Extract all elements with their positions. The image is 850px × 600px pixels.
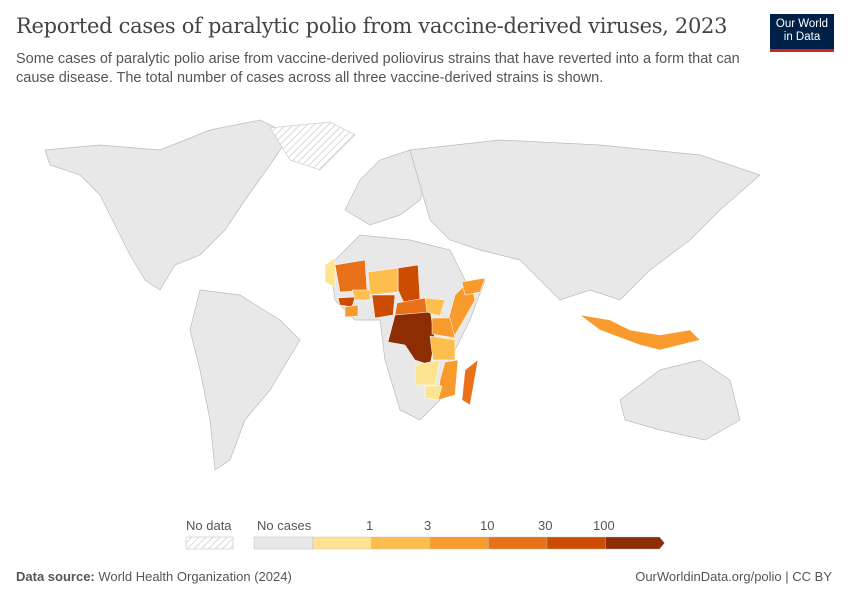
region-yemen[interactable] — [461, 277, 486, 296]
legend-tick: 1 — [366, 518, 374, 533]
legend-tick: 30 — [538, 518, 553, 533]
region-democratic-republic-of-congo[interactable] — [387, 309, 436, 366]
legend-no-data-swatch — [185, 536, 234, 550]
legend-tick: 3 — [424, 518, 432, 533]
region-niger[interactable] — [367, 267, 399, 296]
region-zambia[interactable] — [414, 359, 441, 386]
australia — [619, 359, 741, 441]
legend-tick: 10 — [480, 518, 495, 533]
data-source: Data source: World Health Organization (… — [16, 569, 292, 584]
legend-bin-swatch — [429, 536, 489, 550]
legend-no-data-label: No data — [186, 518, 232, 533]
north-america — [44, 119, 291, 291]
region-tanzania[interactable] — [429, 335, 456, 361]
legend-no-cases-swatch — [253, 536, 314, 550]
chart-title: Reported cases of paralytic polio from v… — [16, 14, 728, 38]
legend-bin-swatch — [605, 536, 665, 550]
legend-bin-swatch — [488, 536, 548, 550]
region-south-sudan[interactable] — [424, 297, 446, 317]
region-indonesia[interactable] — [579, 314, 701, 351]
owid-link[interactable]: OurWorldinData.org/polio | CC BY — [635, 569, 832, 584]
region-mauritania[interactable] — [324, 257, 336, 288]
region-mozambique[interactable] — [437, 359, 459, 401]
legend-bin-swatch — [371, 536, 431, 550]
region-kenya[interactable] — [431, 317, 456, 339]
south-america — [189, 289, 301, 471]
legend-bin-swatch — [312, 536, 372, 550]
region-zimbabwe[interactable] — [424, 385, 443, 401]
legend-tick: 100 — [593, 518, 615, 533]
region-madagascar[interactable] — [461, 359, 479, 406]
legend-no-cases-label: No cases — [257, 518, 312, 533]
region-nigeria[interactable] — [371, 294, 396, 319]
legend-bin-swatch — [546, 536, 606, 550]
greenland-no-data — [269, 121, 356, 171]
region-burkina-faso[interactable] — [351, 289, 371, 301]
chart-subtitle: Some cases of paralytic polio arise from… — [16, 51, 740, 86]
owid-logo[interactable]: Our World in Data — [770, 14, 834, 52]
region-mali[interactable] — [334, 259, 368, 293]
region-cote-d-ivoire[interactable] — [344, 304, 359, 318]
asia — [409, 139, 761, 301]
